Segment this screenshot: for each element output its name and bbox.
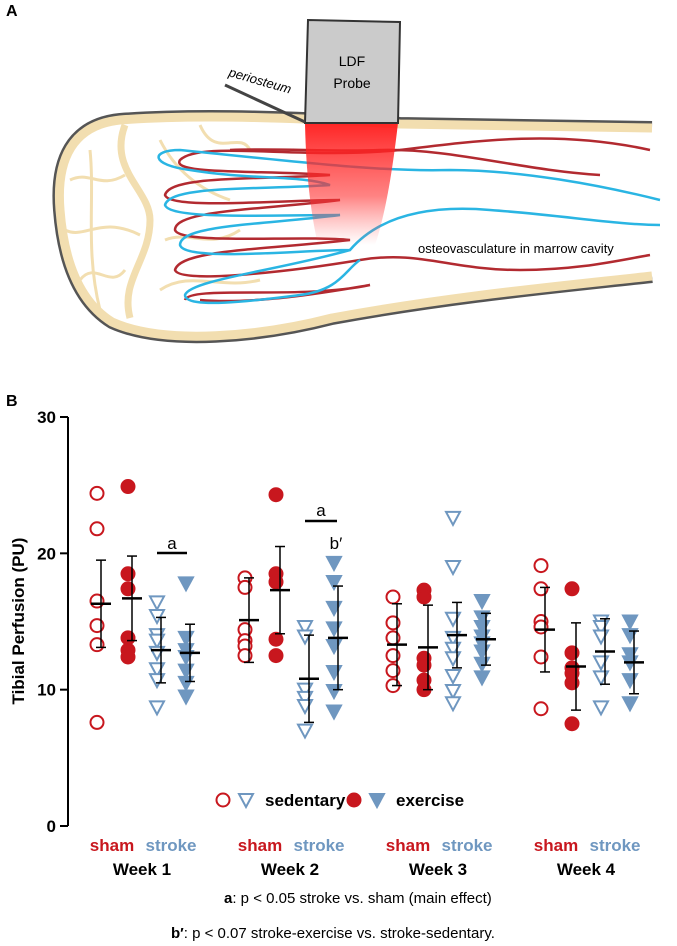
data-point	[296, 629, 314, 646]
data-point	[89, 521, 105, 537]
legend-label: exercise	[396, 791, 464, 810]
data-point	[444, 669, 462, 686]
data-point	[268, 648, 284, 664]
footnote-text: : p < 0.07 stroke-exercise vs. stroke-se…	[184, 925, 495, 942]
panel-label: B	[6, 393, 18, 410]
x-tick-label: Week 2	[261, 860, 319, 879]
data-point	[177, 675, 195, 692]
data-point	[325, 684, 343, 701]
data-point	[148, 595, 166, 612]
data-point	[237, 793, 255, 810]
probe-label: Probe	[333, 75, 371, 91]
panel-label: A	[6, 3, 18, 20]
y-tick-label: 30	[37, 408, 56, 427]
data-point	[268, 487, 284, 503]
y-tick-label: 20	[37, 544, 56, 563]
data-point	[444, 611, 462, 628]
data-point	[89, 714, 105, 730]
data-point	[444, 510, 462, 527]
data-point	[533, 558, 549, 574]
data-point	[296, 619, 314, 637]
data-point	[473, 656, 491, 673]
data-point	[177, 576, 195, 593]
data-point	[325, 704, 343, 721]
x-subgroup-label: stroke	[441, 836, 492, 855]
data-point	[296, 699, 314, 716]
data-point	[177, 689, 195, 706]
data-point	[621, 614, 639, 631]
x-subgroup-label: stroke	[589, 836, 640, 855]
data-point	[385, 589, 401, 605]
data-point	[473, 594, 491, 611]
data-point	[444, 684, 462, 701]
data-point	[473, 670, 491, 687]
y-axis-label: Tibial Perfusion (PU)	[9, 538, 28, 705]
data-point	[621, 673, 639, 690]
data-point	[148, 609, 166, 626]
data-point	[416, 589, 432, 605]
data-point	[325, 600, 343, 617]
data-point	[268, 631, 284, 647]
data-point	[592, 629, 610, 646]
x-subgroup-label: sham	[386, 836, 430, 855]
data-point	[177, 630, 195, 647]
data-point	[89, 485, 105, 501]
annotation: b′	[330, 534, 343, 553]
legend-label: sedentary	[265, 791, 346, 810]
data-point	[368, 793, 386, 810]
data-point	[325, 664, 343, 682]
footnote: b′: p < 0.07 stroke-exercise vs. stroke-…	[171, 925, 495, 942]
data-point	[592, 655, 610, 672]
annotation: a	[316, 501, 326, 520]
x-subgroup-label: sham	[90, 836, 134, 855]
data-point	[120, 479, 136, 495]
x-subgroup-label: stroke	[145, 836, 196, 855]
data-point	[325, 621, 343, 638]
x-tick-label: Week 1	[113, 860, 171, 879]
data-point	[325, 639, 343, 656]
data-point	[621, 696, 639, 713]
data-point	[473, 644, 491, 661]
data-point	[325, 555, 343, 572]
footnote: a: p < 0.05 stroke vs. sham (main effect…	[224, 890, 492, 907]
y-tick-label: 10	[37, 681, 56, 700]
footnote-key: b′	[171, 925, 184, 942]
x-tick-label: Week 4	[557, 860, 616, 879]
data-point	[325, 574, 343, 592]
data-point	[296, 723, 314, 740]
probe-label: LDF	[339, 53, 365, 69]
footnote-text: : p < 0.05 stroke vs. sham (main effect)	[232, 890, 491, 907]
y-tick-label: 0	[47, 817, 56, 836]
data-point	[148, 700, 166, 717]
x-subgroup-label: sham	[238, 836, 282, 855]
data-point	[215, 792, 231, 808]
data-point	[346, 792, 362, 808]
annotation: a	[167, 534, 177, 553]
footnote-key: a	[224, 890, 233, 907]
data-point	[177, 663, 195, 680]
data-point	[592, 670, 610, 687]
x-subgroup-label: stroke	[293, 836, 344, 855]
data-point	[533, 701, 549, 717]
x-tick-label: Week 3	[409, 860, 467, 879]
data-point	[444, 696, 462, 713]
plot: 0 10 20 30 sham stroke Week 1 sham stroke Week 2 s…	[37, 408, 644, 942]
data-point	[564, 716, 580, 732]
x-subgroup-label: sham	[534, 836, 578, 855]
data-point	[148, 673, 166, 690]
data-point	[444, 559, 462, 577]
data-point	[564, 581, 580, 597]
data-point	[444, 651, 462, 668]
data-point	[148, 633, 166, 650]
data-point	[120, 649, 136, 665]
bone-diagram	[52, 18, 661, 344]
data-point	[148, 645, 166, 662]
diagram-caption: osteovasculature in marrow cavity	[418, 241, 614, 256]
data-point	[592, 700, 610, 717]
